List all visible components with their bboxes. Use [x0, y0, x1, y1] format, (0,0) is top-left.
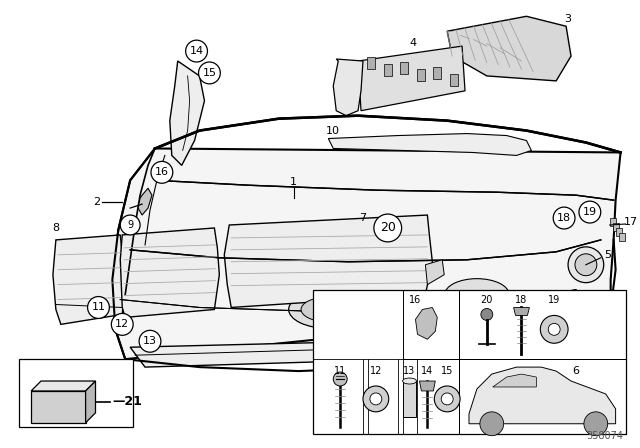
Ellipse shape [403, 378, 417, 384]
Text: 19: 19 [583, 207, 597, 217]
Polygon shape [120, 228, 220, 318]
Bar [612, 223, 619, 231]
Text: 11: 11 [92, 302, 106, 312]
Polygon shape [113, 148, 621, 359]
Polygon shape [328, 134, 531, 155]
Bar [403, 381, 417, 417]
Bar [314, 289, 625, 434]
Text: 3: 3 [564, 14, 572, 24]
Polygon shape [513, 307, 529, 315]
Text: 13: 13 [143, 336, 157, 346]
Circle shape [88, 297, 109, 319]
Circle shape [186, 40, 207, 62]
Bar [400, 62, 408, 74]
Text: 10: 10 [326, 125, 340, 136]
Text: 5: 5 [604, 250, 611, 260]
Text: 16: 16 [410, 294, 422, 305]
Bar [384, 64, 392, 76]
Polygon shape [469, 367, 616, 424]
Polygon shape [31, 381, 95, 391]
Circle shape [553, 207, 575, 229]
Circle shape [151, 161, 173, 183]
Polygon shape [170, 61, 204, 165]
Polygon shape [31, 391, 86, 423]
Bar [450, 73, 458, 86]
Polygon shape [333, 59, 363, 116]
Text: 7: 7 [360, 213, 367, 223]
Text: —21: —21 [113, 396, 142, 409]
Text: 17: 17 [623, 217, 637, 227]
Text: 9: 9 [127, 220, 133, 230]
Circle shape [540, 315, 568, 343]
Circle shape [333, 372, 347, 386]
Circle shape [370, 393, 382, 405]
Text: 18: 18 [557, 213, 571, 223]
Text: 20: 20 [380, 221, 396, 234]
Circle shape [481, 309, 493, 320]
Polygon shape [130, 337, 571, 367]
Text: 18: 18 [515, 294, 527, 305]
Text: 15: 15 [202, 68, 216, 78]
Text: 11: 11 [334, 366, 346, 376]
Text: 15: 15 [441, 366, 453, 376]
Circle shape [584, 412, 608, 435]
Circle shape [374, 214, 402, 242]
Circle shape [139, 330, 161, 352]
Bar [367, 57, 375, 69]
Text: 6: 6 [573, 366, 579, 376]
Circle shape [120, 215, 140, 235]
Bar [433, 67, 441, 79]
Text: 4: 4 [409, 38, 416, 48]
Polygon shape [53, 235, 125, 324]
Text: 1: 1 [290, 177, 297, 187]
Ellipse shape [445, 279, 509, 310]
Polygon shape [447, 16, 571, 81]
Text: 12: 12 [115, 319, 129, 329]
Text: 13: 13 [403, 366, 415, 376]
Polygon shape [138, 188, 152, 215]
Circle shape [568, 247, 604, 283]
Circle shape [548, 323, 560, 335]
Bar [417, 69, 425, 81]
Circle shape [363, 386, 388, 412]
Circle shape [480, 412, 504, 435]
Bar [619, 233, 625, 241]
Circle shape [579, 201, 601, 223]
Circle shape [198, 62, 220, 84]
Bar [403, 289, 459, 359]
Text: 14: 14 [421, 366, 433, 376]
Circle shape [575, 254, 596, 276]
Text: 14: 14 [189, 46, 204, 56]
Polygon shape [86, 381, 95, 423]
Polygon shape [419, 381, 435, 391]
Bar [19, 359, 133, 427]
Bar [616, 228, 621, 236]
Circle shape [441, 393, 453, 405]
Polygon shape [426, 260, 444, 284]
Polygon shape [358, 46, 465, 111]
Ellipse shape [301, 297, 356, 322]
Polygon shape [224, 215, 433, 307]
Circle shape [435, 386, 460, 412]
Text: 358074: 358074 [586, 431, 623, 441]
Text: 19: 19 [548, 294, 560, 305]
Bar [610, 218, 616, 226]
Circle shape [111, 314, 133, 335]
Text: 20: 20 [481, 294, 493, 305]
Polygon shape [415, 307, 437, 339]
Text: 2: 2 [93, 197, 100, 207]
Text: 12: 12 [370, 366, 382, 376]
Text: 8: 8 [52, 223, 60, 233]
Bar [459, 289, 625, 359]
Bar [459, 359, 625, 434]
Polygon shape [493, 374, 536, 387]
Text: 16: 16 [155, 167, 169, 177]
Ellipse shape [289, 291, 368, 328]
